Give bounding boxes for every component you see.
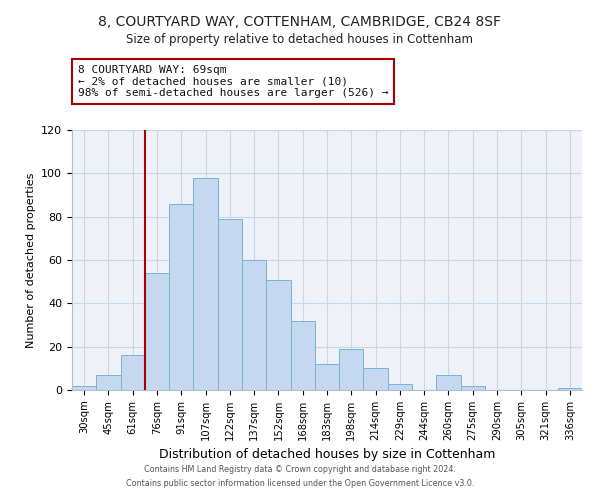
Bar [121,356,145,390]
Bar [461,386,485,390]
Text: Size of property relative to detached houses in Cottenham: Size of property relative to detached ho… [127,32,473,46]
Bar [315,364,339,390]
Bar [290,320,315,390]
X-axis label: Distribution of detached houses by size in Cottenham: Distribution of detached houses by size … [159,448,495,462]
Bar [242,260,266,390]
Bar [266,280,290,390]
Bar [218,219,242,390]
Text: 8 COURTYARD WAY: 69sqm
← 2% of detached houses are smaller (10)
98% of semi-deta: 8 COURTYARD WAY: 69sqm ← 2% of detached … [78,65,389,98]
Bar [364,368,388,390]
Bar [145,273,169,390]
Bar [339,349,364,390]
Bar [193,178,218,390]
Bar [436,375,461,390]
Text: 8, COURTYARD WAY, COTTENHAM, CAMBRIDGE, CB24 8SF: 8, COURTYARD WAY, COTTENHAM, CAMBRIDGE, … [98,15,502,29]
Text: Contains HM Land Registry data © Crown copyright and database right 2024.
Contai: Contains HM Land Registry data © Crown c… [126,466,474,487]
Bar [72,386,96,390]
Bar [388,384,412,390]
Bar [558,388,582,390]
Y-axis label: Number of detached properties: Number of detached properties [26,172,35,348]
Bar [169,204,193,390]
Bar [96,375,121,390]
